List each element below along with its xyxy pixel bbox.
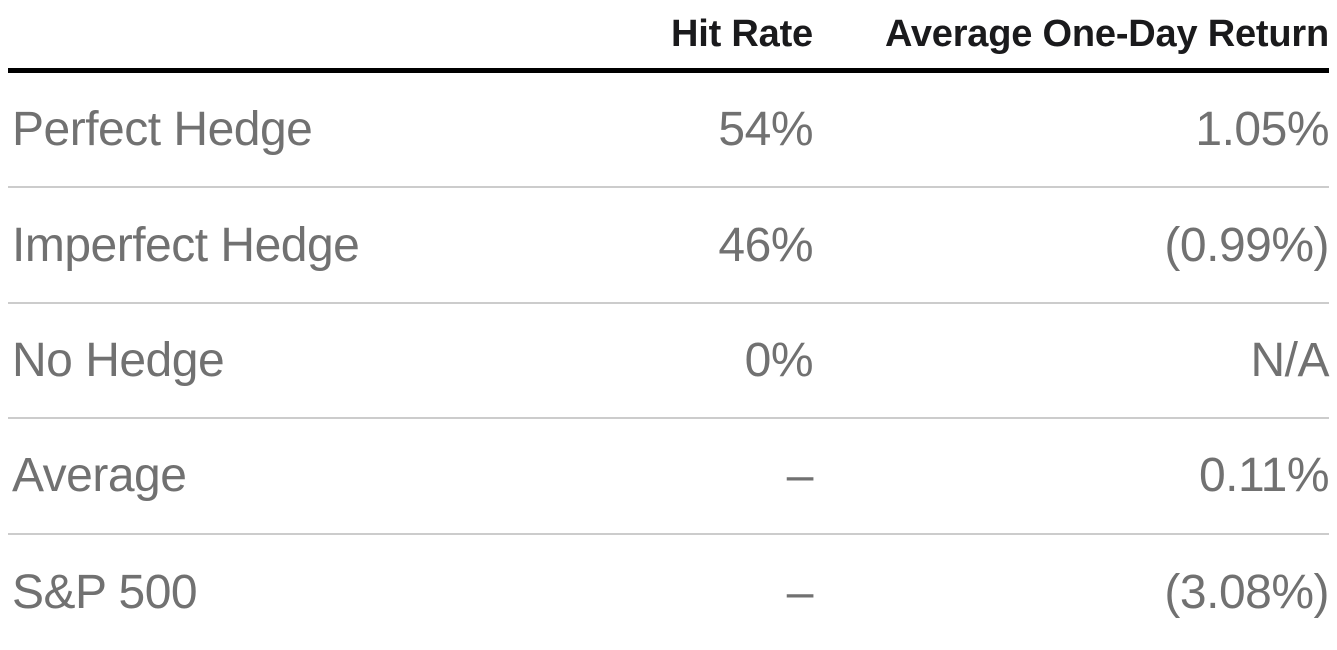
avg-return-value: 0.11% <box>1198 449 1330 503</box>
hit-rate-value: 0% <box>744 333 814 387</box>
row-label: Imperfect Hedge <box>12 218 360 272</box>
avg-return-value: 1.05% <box>1195 103 1329 157</box>
row-label: No Hedge <box>12 333 225 387</box>
avg-return-value: (3.08%) <box>1164 565 1329 619</box>
table-row-no-hedge: No Hedge 0% N/A <box>8 304 1330 420</box>
hedge-performance-table: Hit Rate Average One-Day Return Perfect … <box>8 0 1330 650</box>
table-row-perfect-hedge: Perfect Hedge 54% 1.05% <box>8 73 1330 189</box>
table-row-imperfect-hedge: Imperfect Hedge 46% (0.99%) <box>8 188 1330 304</box>
table-header-row: Hit Rate Average One-Day Return <box>8 0 1329 73</box>
column-header-hit-rate: Hit Rate <box>671 12 813 55</box>
table-row-average: Average – 0.11% <box>8 419 1330 535</box>
hit-rate-value: 54% <box>718 103 813 157</box>
hit-rate-value: – <box>786 565 814 619</box>
avg-return-value: N/A <box>1250 333 1329 387</box>
column-header-average-one-day-return: Average One-Day Return <box>885 12 1329 55</box>
avg-return-value: (0.99%) <box>1164 218 1329 272</box>
hit-rate-value: – <box>786 449 814 503</box>
row-label: S&P 500 <box>12 565 198 619</box>
row-label: Perfect Hedge <box>12 103 313 157</box>
hit-rate-value: 46% <box>718 218 813 272</box>
row-label: Average <box>12 449 187 503</box>
table-row-sp500: S&P 500 – (3.08%) <box>8 535 1330 650</box>
